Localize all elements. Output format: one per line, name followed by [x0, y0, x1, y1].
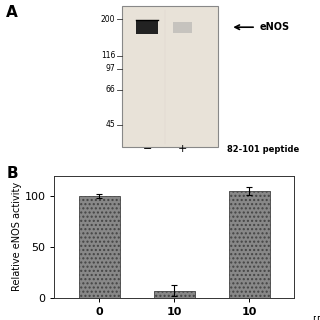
Text: 82-101 peptide: 82-101 peptide [227, 145, 300, 154]
Text: [Peptide, μM]: [Peptide, μM] [313, 316, 320, 320]
Bar [136, 20, 158, 34]
Bar [173, 22, 192, 33]
Text: 66: 66 [106, 85, 115, 94]
Text: 116: 116 [101, 52, 115, 60]
Text: 45: 45 [106, 120, 115, 129]
Text: 97: 97 [106, 64, 115, 73]
Bar [154, 291, 195, 298]
Bar [122, 6, 218, 147]
Text: eNOS: eNOS [259, 22, 289, 32]
Y-axis label: Relative eNOS activity: Relative eNOS activity [12, 182, 21, 292]
Text: B: B [6, 166, 18, 181]
Text: −: − [142, 144, 152, 154]
Bar [229, 191, 270, 298]
Bar [79, 196, 120, 298]
Text: A: A [6, 5, 18, 20]
Text: +: + [178, 144, 187, 154]
Text: 200: 200 [101, 15, 115, 24]
